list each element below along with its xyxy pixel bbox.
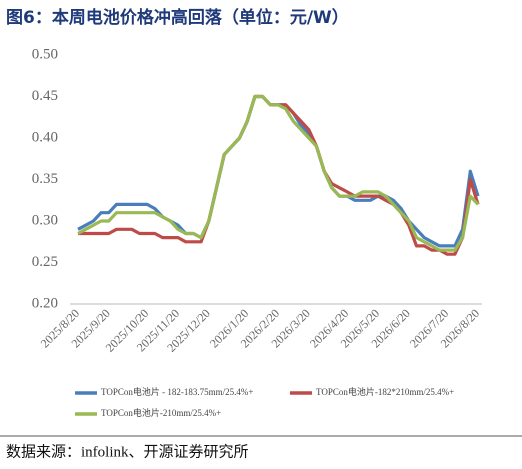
- y-tick-label: 0.50: [32, 46, 58, 62]
- legend-label: TOPCon电池片 - 182-183.75mm/25.4%+: [101, 386, 253, 397]
- legend-label: TOPCon电池片-182*210mm/25.4%+: [316, 386, 454, 397]
- y-tick-label: 0.20: [32, 295, 58, 311]
- series-line: [77, 94, 480, 252]
- chart-title: 图6：本周电池价格冲高回落（单位：元/W）: [6, 7, 349, 28]
- series-line: [77, 94, 480, 248]
- legend-label: TOPCon电池片-210mm/25.4%+: [101, 407, 221, 418]
- y-tick-label: 0.35: [32, 171, 58, 187]
- y-tick-label: 0.45: [32, 88, 58, 104]
- y-tick-label: 0.30: [32, 212, 58, 228]
- source-note: 数据来源：infolink、开源证券研究所: [6, 443, 249, 460]
- y-tick-label: 0.40: [32, 129, 58, 145]
- y-tick-label: 0.25: [32, 254, 58, 270]
